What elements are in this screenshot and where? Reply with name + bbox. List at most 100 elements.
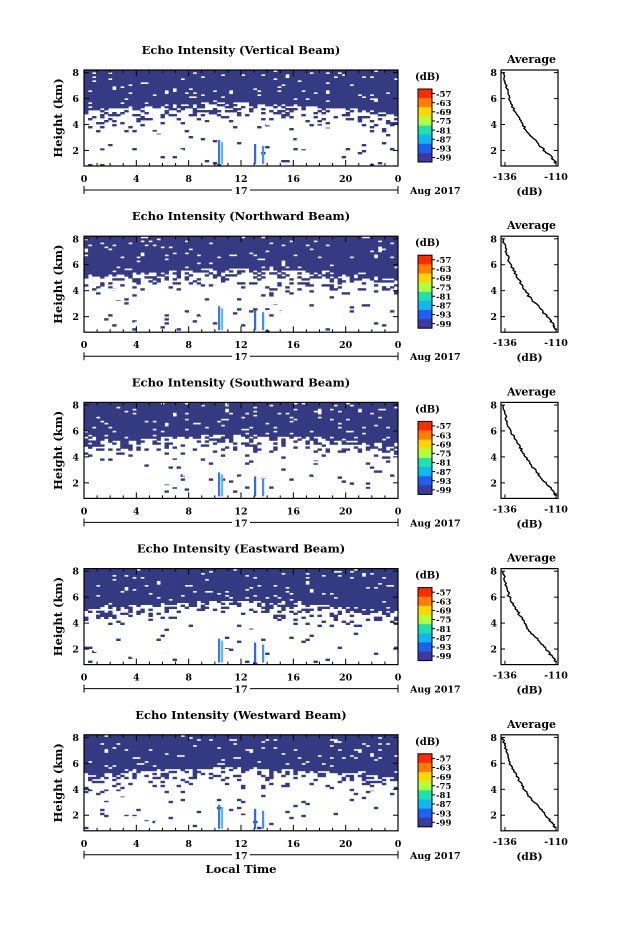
heatmap-cell: [156, 98, 161, 101]
heatmap-cell: [112, 74, 117, 77]
heatmap-cell: [301, 76, 306, 79]
heatmap-cell: [236, 254, 242, 257]
heatmap-cell: [305, 102, 310, 105]
heatmap-cell: [96, 432, 101, 435]
heatmap-cell: [377, 264, 383, 267]
heatmap-cell: [136, 414, 141, 417]
heatmap-cell: [168, 96, 173, 99]
heatmap-cell: [236, 266, 242, 269]
heatmap-cell: [245, 454, 250, 457]
heatmap-cell: [120, 238, 125, 241]
heatmap-cell: [160, 274, 165, 277]
heatmap-cell: [128, 90, 133, 93]
heatmap-cell: [220, 262, 226, 265]
heatmap-cell: [369, 260, 375, 263]
heatmap-gap: [288, 461, 325, 464]
heatmap-cell: [329, 254, 334, 257]
heatmap-cell: [200, 104, 206, 107]
heatmap-cell: [393, 438, 399, 441]
heatmap-cell: [116, 424, 121, 427]
heatmap-cell: [216, 164, 222, 167]
heatmap-cell: [148, 78, 153, 81]
heatmap-cell: [168, 84, 173, 87]
heatmap-cell: [188, 246, 194, 249]
heatmap-cell: [92, 444, 97, 447]
heatmap-cell: [305, 100, 310, 103]
heatmap-cell: [140, 258, 145, 261]
heatmap-cell: [136, 266, 141, 269]
heatmap-cell: [148, 248, 153, 251]
heatmap-cell: [148, 82, 153, 85]
heatmap-cell: [381, 82, 387, 85]
heatmap-cell: [373, 426, 379, 429]
heatmap-cell: [192, 268, 198, 271]
heatmap-cell: [120, 112, 125, 115]
heatmap-cell: [257, 260, 262, 263]
heatmap-cell: [321, 252, 326, 255]
heatmap-cell: [236, 90, 242, 93]
heatmap-cell: [341, 402, 347, 405]
heatmap-cell: [192, 110, 198, 113]
heatmap-cell: [301, 98, 306, 101]
heatmap-cell: [132, 76, 137, 79]
heatmap-cell: [156, 244, 161, 247]
heatmap-cell: [140, 84, 145, 87]
heatmap-cell: [277, 112, 282, 115]
heatmap-cell: [325, 430, 330, 433]
heatmap-cell: [216, 104, 222, 107]
heatmap-cell: [196, 414, 202, 417]
heatmap-cell: [317, 248, 322, 251]
heatmap-cell: [281, 96, 286, 99]
heatmap-cell: [393, 416, 399, 419]
heatmap-cell: [84, 422, 89, 425]
heatmap-cell: [192, 258, 198, 261]
heatmap-cell: [369, 404, 375, 407]
heatmap-cell: [277, 406, 282, 409]
heatmap-cell: [341, 256, 347, 259]
heatmap-cell: [377, 98, 383, 101]
heatmap-cell: [337, 282, 343, 285]
heatmap-cell: [329, 238, 334, 241]
heatmap-cell: [220, 270, 226, 273]
heatmap-cell: [152, 70, 157, 73]
heatmap-cell: [305, 432, 310, 435]
heatmap-cell: [204, 72, 210, 75]
heatmap-cell: [156, 266, 161, 269]
heatmap-cell: [92, 102, 97, 105]
heatmap-cell: [301, 78, 306, 81]
heatmap-cell: [188, 104, 194, 107]
heatmap-cell: [216, 430, 222, 433]
heatmap-cell: [305, 236, 310, 239]
heatmap-gap: [282, 318, 302, 321]
heatmap-cell: [228, 266, 234, 269]
heatmap-cell: [285, 102, 290, 105]
heatmap-cell: [265, 98, 270, 101]
heatmap-cell: [156, 254, 161, 257]
heatmap-cell: [212, 242, 218, 245]
heatmap-cell: [132, 148, 137, 151]
heatmap-cell: [249, 72, 254, 75]
heatmap-cell: [216, 402, 222, 405]
heatmap-cell: [277, 248, 282, 251]
heatmap-cell: [325, 106, 330, 109]
heatmap-cell: [393, 426, 399, 429]
heatmap-cell: [172, 78, 177, 81]
heatmap-cell: [220, 276, 226, 279]
heatmap-cell: [172, 424, 177, 427]
heatmap-cell: [385, 434, 391, 437]
heatmap-cell: [92, 84, 97, 87]
heatmap-cell: [124, 416, 129, 419]
heatmap-cell: [176, 328, 182, 331]
heatmap-cell: [136, 98, 141, 101]
heatmap-cell: [385, 98, 391, 101]
heatmap-cell: [224, 406, 230, 409]
heatmap-cell: [313, 440, 318, 443]
heatmap-cell: [305, 260, 310, 263]
heatmap-cell: [361, 410, 367, 413]
heatmap-cell: [172, 156, 177, 159]
heatmap-cell: [200, 90, 206, 93]
heatmap-cell: [361, 406, 367, 409]
heatmap-cell: [212, 80, 218, 83]
heatmap-cell: [377, 280, 383, 283]
heatmap-cell: [273, 424, 278, 427]
